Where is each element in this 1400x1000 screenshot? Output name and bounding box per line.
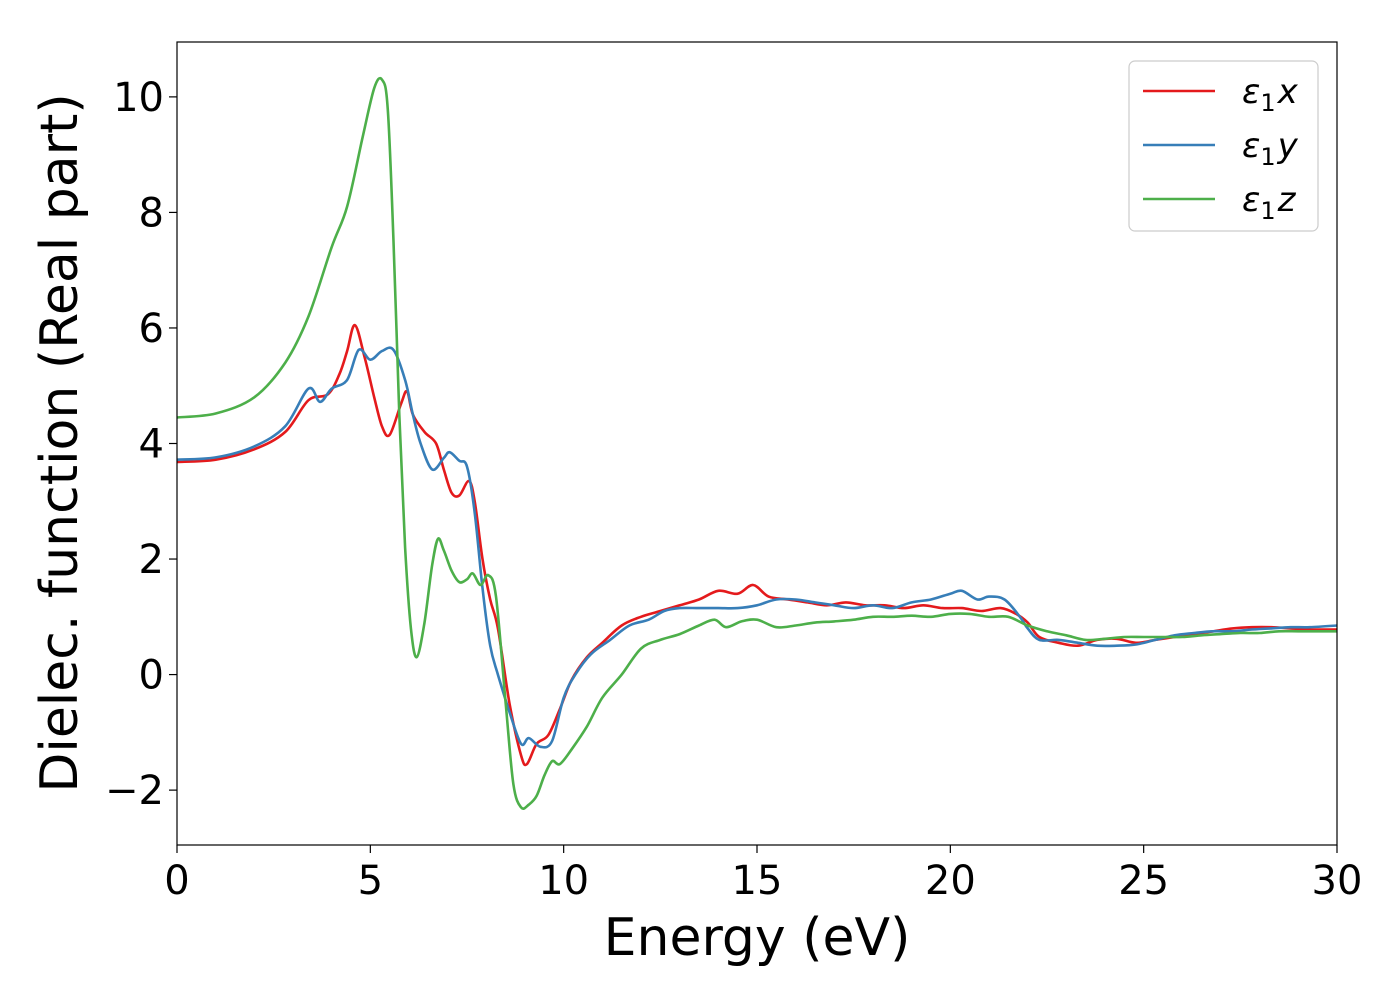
x-tick-label: 5 (358, 858, 383, 904)
y-tick-label: 2 (139, 537, 164, 583)
x-tick-label: 0 (164, 858, 189, 904)
series-lines (177, 76, 1337, 810)
y-tick-label: 10 (113, 75, 164, 121)
x-tick-label: 15 (732, 858, 783, 904)
x-tick-label: 25 (1118, 858, 1169, 904)
x-axis: 0 5 10 15 20 25 30 (164, 845, 1362, 904)
legend-box (1128, 60, 1319, 232)
series-line-y (177, 346, 1337, 749)
x-axis-title: Energy (eV) (604, 908, 911, 968)
legend-label-x: ε1x (1242, 72, 1299, 117)
y-tick-label: 6 (139, 306, 164, 352)
series-line-z (177, 76, 1337, 810)
y-tick-label: 8 (139, 190, 164, 236)
legend-label-z: ε1z (1242, 180, 1297, 225)
y-axis-title: Dielec. function (Real part) (30, 93, 90, 792)
y-axis: −2 0 2 4 6 8 10 (105, 75, 177, 814)
x-tick-label: 10 (538, 858, 589, 904)
y-tick-label: 4 (139, 422, 164, 468)
legend: ε1x ε1y ε1z (1128, 60, 1319, 232)
y-tick-label: 0 (139, 653, 164, 699)
x-tick-label: 30 (1312, 858, 1363, 904)
legend-label-y: ε1y (1242, 126, 1299, 171)
y-tick-label: −2 (105, 768, 164, 814)
x-tick-label: 20 (925, 858, 976, 904)
